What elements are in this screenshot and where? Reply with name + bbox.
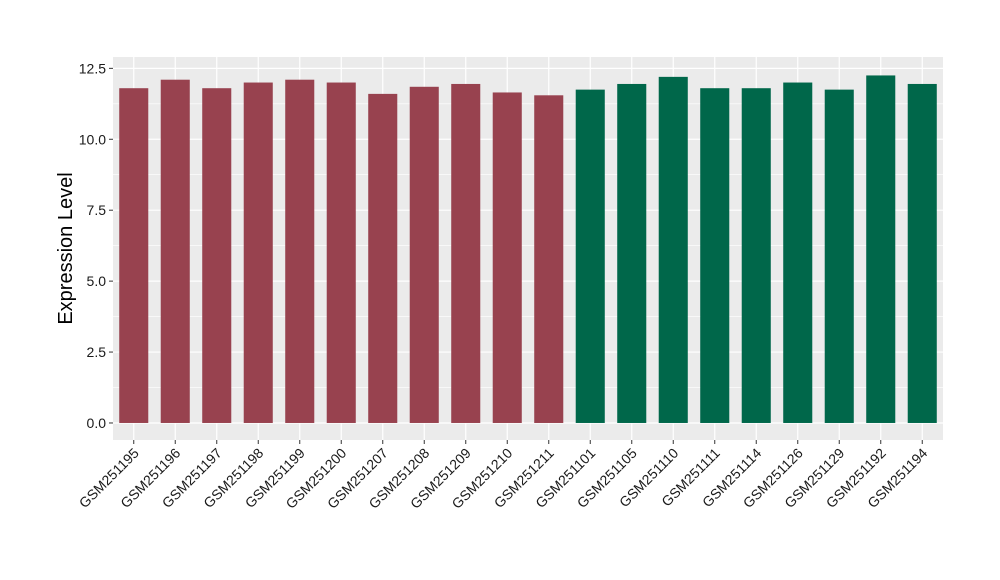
- bar-GSM251198: [243, 82, 273, 423]
- y-tick-label: 10.0: [79, 131, 106, 147]
- bar-GSM251200: [326, 82, 356, 423]
- y-tick-label: 2.5: [87, 344, 107, 360]
- bar-GSM251209: [451, 83, 481, 423]
- bar-GSM251207: [368, 93, 398, 423]
- bar-GSM251208: [409, 86, 439, 423]
- y-axis: 0.0 2.5 5.0 7.5 10.0 12.5: [79, 60, 113, 431]
- y-tick-label: 0.0: [87, 415, 107, 431]
- bar-GSM251197: [202, 88, 232, 423]
- bar-GSM251114: [741, 88, 771, 423]
- bar-GSM251199: [285, 79, 315, 423]
- x-axis: GSM251195GSM251196GSM251197GSM251198GSM2…: [76, 440, 931, 512]
- y-tick-label: 5.0: [87, 273, 107, 289]
- y-tick-label: 12.5: [79, 60, 106, 76]
- plot-panel: [113, 57, 943, 440]
- y-axis-title: Expression Level: [55, 172, 77, 324]
- bar-GSM251210: [492, 92, 522, 423]
- bar-GSM251126: [783, 82, 813, 423]
- bars: [119, 75, 937, 423]
- bar-GSM251129: [824, 89, 854, 423]
- bar-GSM251195: [119, 88, 149, 423]
- bar-GSM251111: [700, 88, 730, 423]
- bar-GSM251110: [658, 76, 688, 423]
- bar-GSM251196: [160, 79, 190, 423]
- bar-GSM251101: [575, 89, 605, 423]
- bar-GSM251211: [534, 95, 564, 423]
- bar-GSM251192: [866, 75, 896, 423]
- bar-GSM251194: [907, 83, 937, 423]
- y-tick-label: 7.5: [87, 202, 107, 218]
- bar-GSM251105: [617, 83, 647, 423]
